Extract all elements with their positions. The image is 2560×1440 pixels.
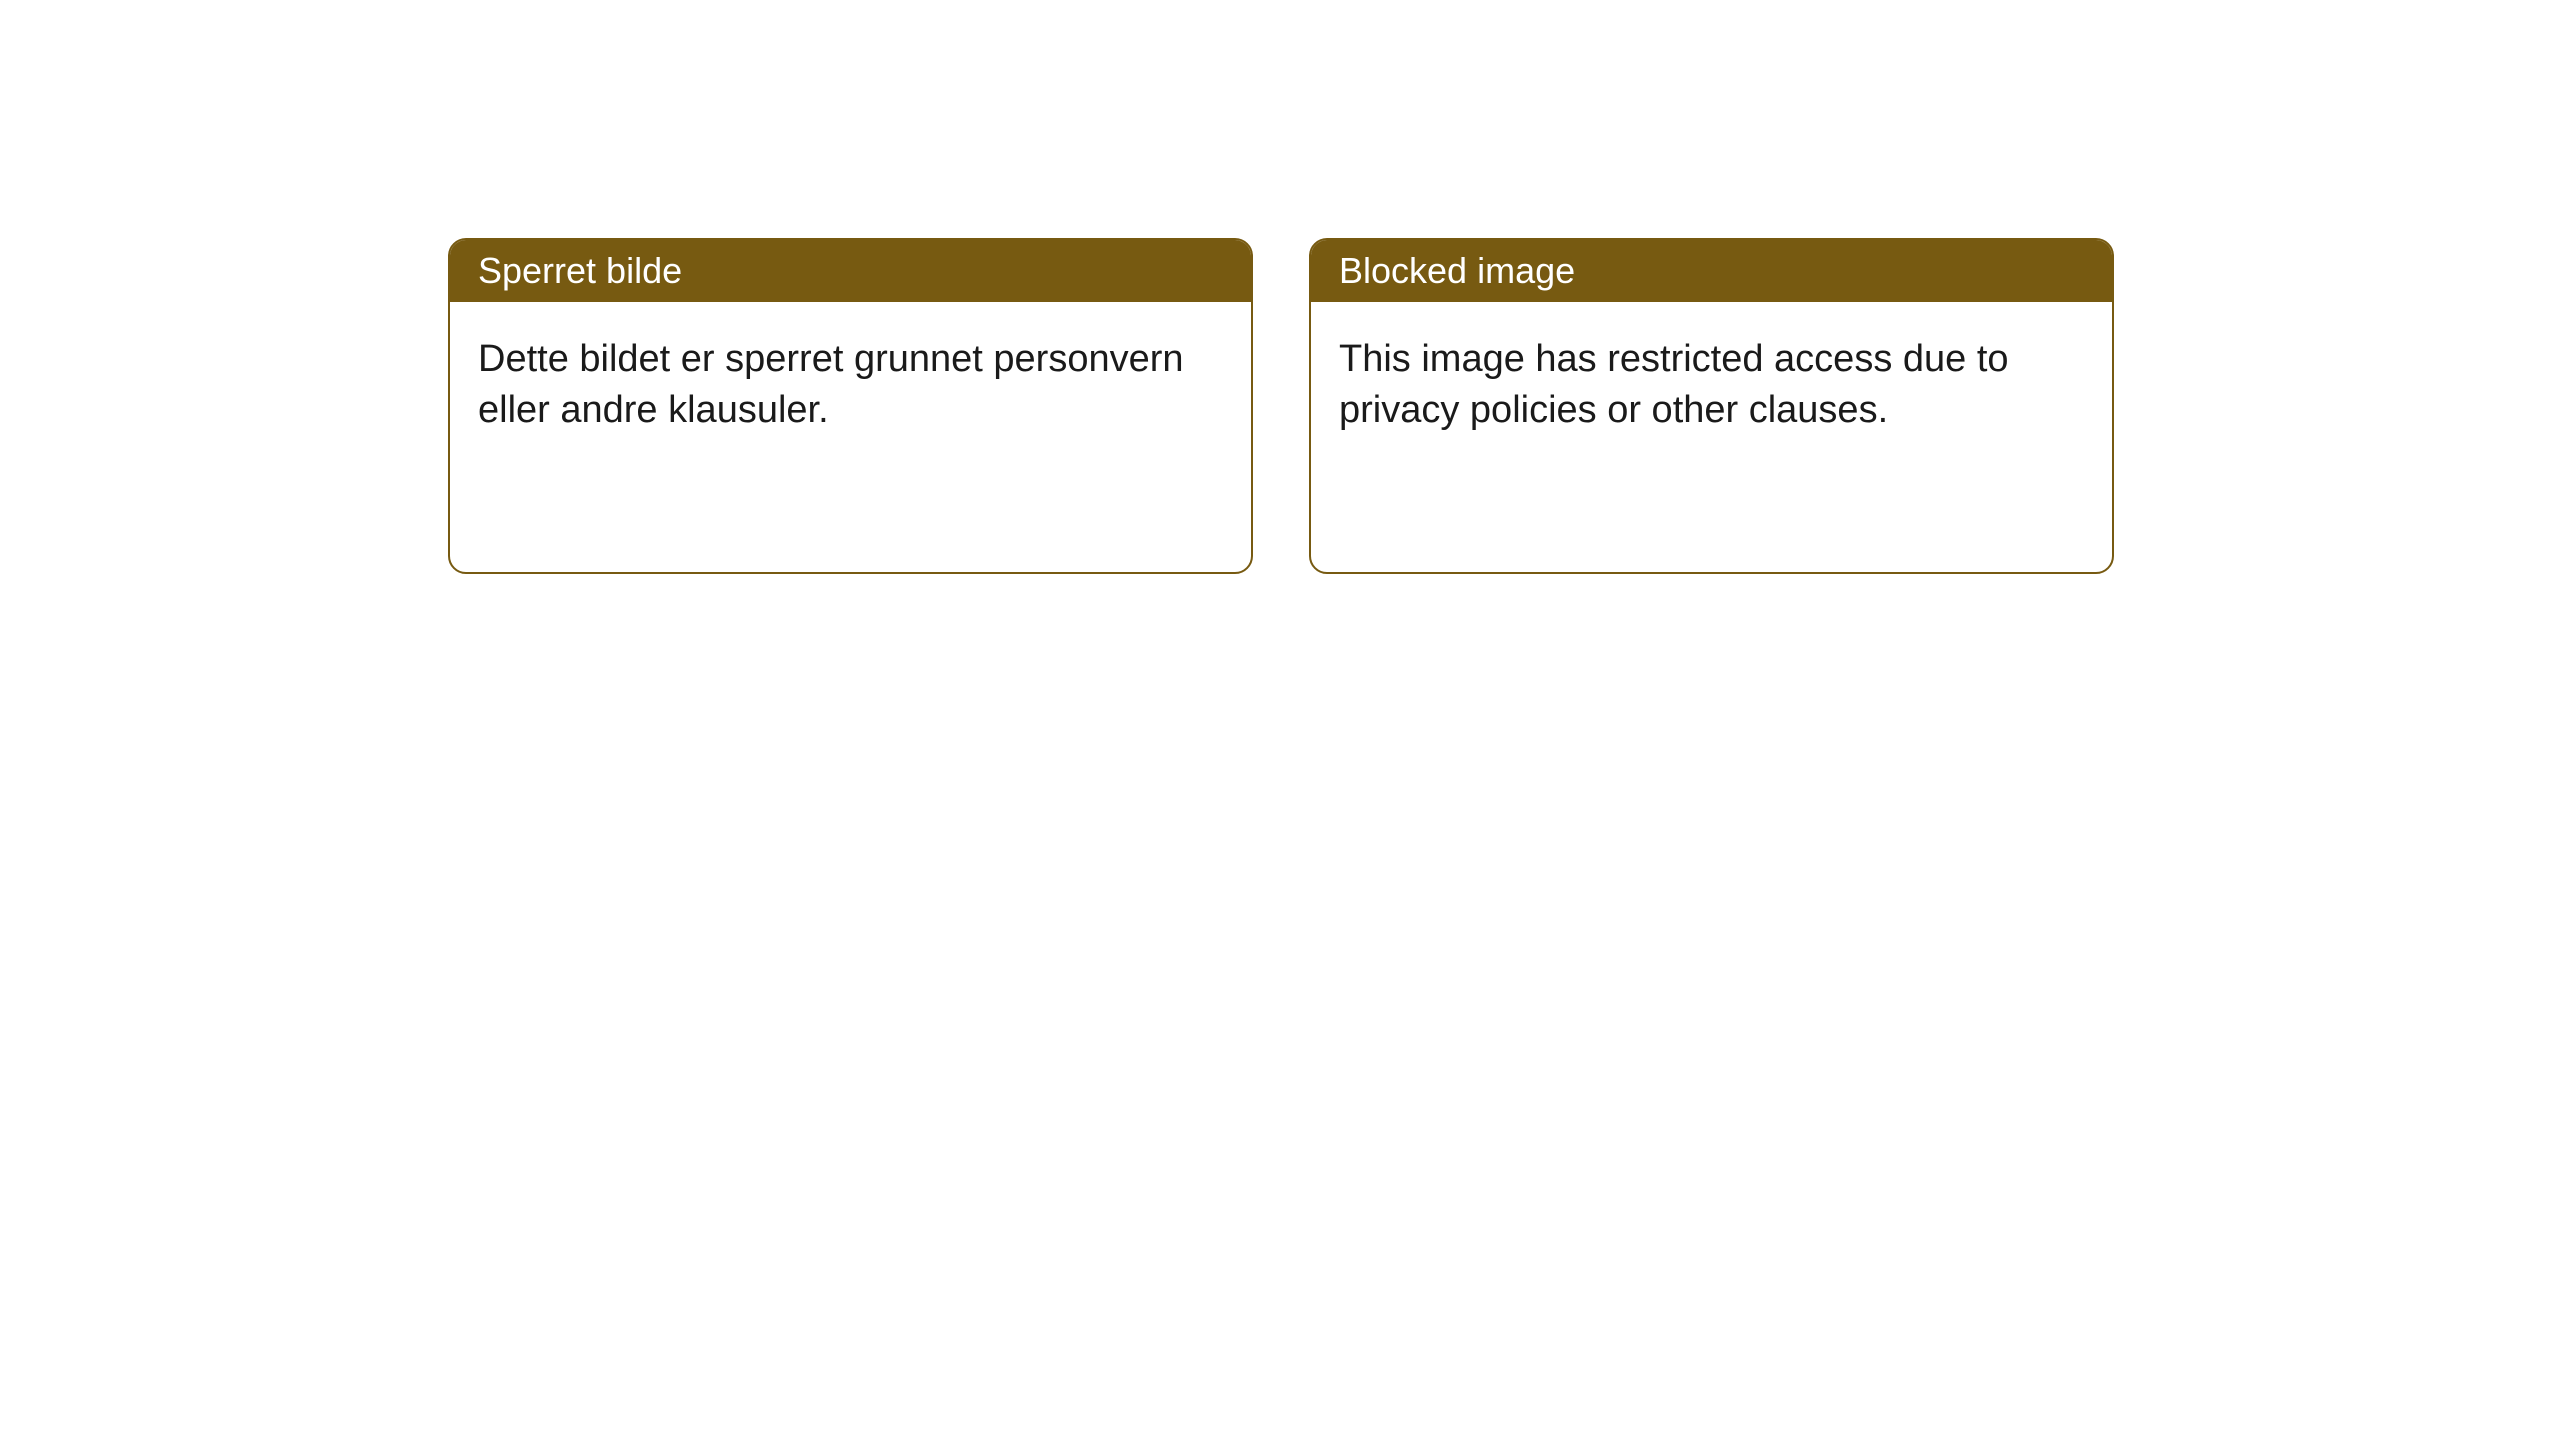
notice-card-norwegian: Sperret bilde Dette bildet er sperret gr… [448,238,1253,574]
card-header: Sperret bilde [450,240,1251,302]
notice-card-english: Blocked image This image has restricted … [1309,238,2114,574]
card-body: This image has restricted access due to … [1311,302,2112,469]
card-body: Dette bildet er sperret grunnet personve… [450,302,1251,469]
notice-cards-row: Sperret bilde Dette bildet er sperret gr… [448,238,2114,574]
card-header: Blocked image [1311,240,2112,302]
